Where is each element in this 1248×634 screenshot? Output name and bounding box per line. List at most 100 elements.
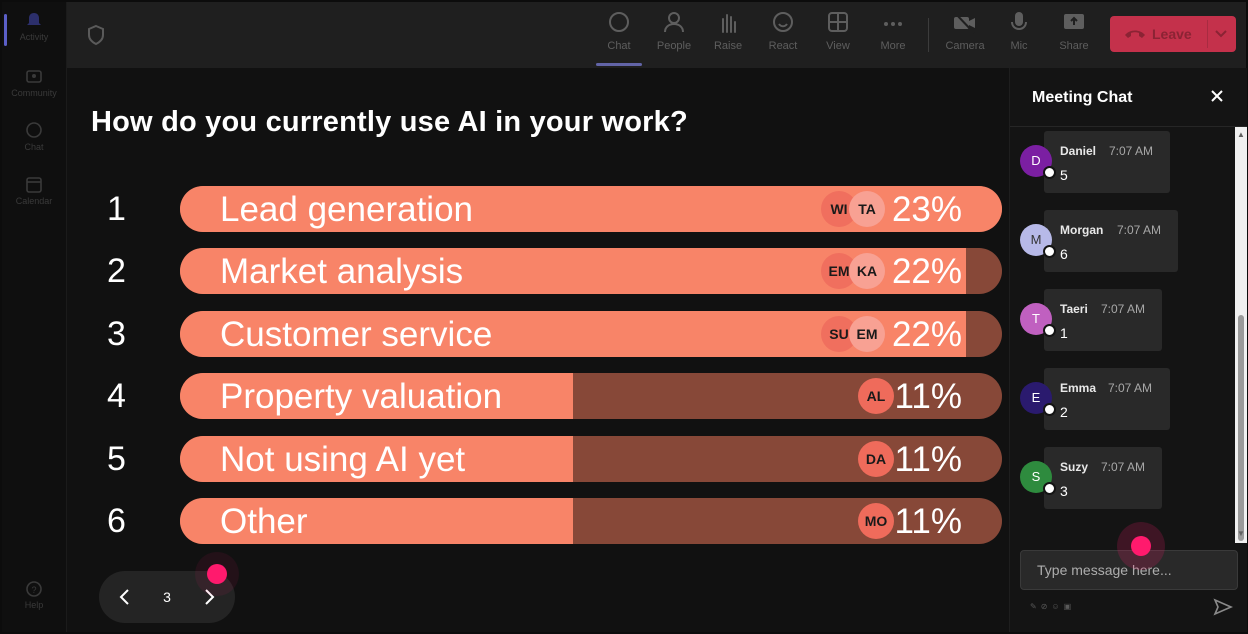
voter-avatar: WI (821, 191, 857, 227)
community-icon (26, 70, 42, 83)
option-percent: 22% (891, 252, 962, 291)
rail-label-activity: Activity (19, 32, 49, 42)
toolbar-chat-button[interactable]: Chat (594, 10, 644, 52)
emoji-icon[interactable]: ☺ (1051, 602, 1064, 611)
app-rail: Activity Community Chat Calendar ? Help (2, 2, 67, 632)
raise-hand-icon (722, 14, 736, 33)
rail-item-community[interactable]: Community (2, 68, 66, 98)
voter-avatar: KA (849, 253, 885, 289)
poll-option: 1 Lead generation WI TA 23% (67, 186, 1009, 234)
message-text: 6 (1060, 246, 1068, 262)
option-percent: 11% (894, 440, 962, 479)
option-number: 3 (107, 315, 126, 353)
leave-label: Leave (1152, 26, 1192, 42)
toolbar-people-button[interactable]: People (649, 10, 699, 52)
presence-status (1043, 245, 1056, 258)
message-sender: Daniel (1060, 144, 1097, 158)
chat-message-list[interactable]: Daniel 7:07 AM 5 D Morgan 7:07 AM 6 M Ta… (1010, 127, 1234, 543)
toolbar-view-button[interactable]: View (813, 10, 863, 52)
calendar-icon (26, 177, 42, 193)
toolbar-react-label: React (768, 40, 798, 52)
message-bubble: Emma 7:07 AM 2 (1044, 368, 1170, 430)
chat-scrollbar[interactable]: ▲ ▼ (1235, 127, 1247, 543)
voter-avatar: EM (849, 316, 885, 352)
voter-avatar: TA (849, 191, 885, 227)
pointer-indicator (207, 564, 227, 584)
chevron-right-icon[interactable] (201, 587, 217, 607)
message-input[interactable] (1020, 550, 1238, 590)
toolbar-react-button[interactable]: React (758, 10, 808, 52)
toolbar-more-label: More (880, 40, 906, 52)
rail-item-chat[interactable]: Chat (2, 122, 66, 152)
option-bar: Customer service SU EM 22% (180, 311, 1002, 357)
toolbar-chat-label: Chat (607, 40, 631, 52)
scroll-down-icon[interactable]: ▼ (1237, 529, 1245, 538)
presence-status (1043, 324, 1056, 337)
toolbar-share-label: Share (1059, 40, 1089, 52)
chat-icon (26, 122, 42, 138)
poll-option: 2 Market analysis EM KA 22% (67, 248, 1009, 296)
option-bar: Not using AI yet DA 11% (180, 436, 1002, 482)
pointer-indicator (1117, 522, 1165, 570)
option-fill (180, 373, 573, 419)
option-number: 5 (107, 440, 126, 478)
poll-question: How do you currently use AI in your work… (91, 106, 688, 138)
chat-bubble-icon (609, 12, 629, 32)
format-icon[interactable]: ✎ (1030, 602, 1041, 611)
message-bubble: Suzy 7:07 AM 3 (1044, 447, 1162, 509)
chat-active-indicator (596, 63, 642, 66)
gif-icon[interactable]: ▣ (1063, 602, 1076, 611)
grid-view-icon (828, 12, 848, 32)
rail-item-activity[interactable]: Activity (2, 12, 66, 42)
people-icon (664, 12, 684, 33)
toolbar-raise-button[interactable]: Raise (703, 10, 753, 52)
toolbar-divider (928, 18, 929, 52)
message-bubble: Morgan 7:07 AM 6 (1044, 210, 1178, 272)
toolbar-more-button[interactable]: More (868, 10, 918, 52)
microphone-icon (1011, 12, 1027, 31)
shield-icon[interactable] (87, 24, 105, 46)
rail-item-calendar[interactable]: Calendar (2, 176, 66, 206)
voter-avatar: DA (858, 441, 894, 477)
option-percent: 22% (891, 315, 962, 354)
toolbar-mic-label: Mic (1010, 40, 1028, 52)
attach-icon[interactable]: ⊘ (1040, 602, 1052, 611)
message-text: 2 (1060, 404, 1068, 420)
toolbar-camera-label: Camera (945, 40, 985, 52)
chat-panel-title: Meeting Chat (1032, 89, 1133, 106)
hang-up-icon (1125, 30, 1145, 38)
meeting-toolbar: Chat People Raise React View More Camera (67, 2, 1246, 68)
option-number: 1 (107, 190, 126, 228)
presence-status (1043, 403, 1056, 416)
camera-off-icon (954, 12, 975, 34)
message-time: 7:07 AM (1101, 302, 1146, 316)
rail-item-help[interactable]: ? Help (2, 580, 66, 610)
toolbar-mic-button[interactable]: Mic (994, 10, 1044, 52)
poll-option: 6 Other MO 11% (67, 498, 1009, 546)
chevron-down-icon[interactable] (1214, 29, 1228, 39)
message-time: 7:07 AM (1117, 223, 1162, 237)
chevron-left-icon[interactable] (117, 587, 133, 607)
close-icon[interactable] (1209, 88, 1225, 104)
rail-active-indicator (4, 14, 7, 46)
scroll-up-icon[interactable]: ▲ (1237, 130, 1245, 139)
format-toolbar: ✎⊘☺▣ (1030, 602, 1075, 611)
message-text: 3 (1060, 483, 1068, 499)
scrollbar-thumb[interactable] (1238, 315, 1244, 541)
rail-label-community: Community (11, 88, 57, 98)
toolbar-view-label: View (826, 40, 850, 52)
toolbar-share-button[interactable]: Share (1049, 10, 1099, 52)
leave-button[interactable]: Leave (1110, 16, 1236, 52)
poll-option: 5 Not using AI yet DA 11% (67, 436, 1009, 484)
smiley-icon (773, 12, 793, 32)
send-icon[interactable] (1213, 598, 1233, 616)
option-label: Not using AI yet (220, 440, 466, 479)
leave-divider (1207, 20, 1208, 48)
toolbar-people-label: People (656, 40, 692, 52)
voter-avatar: MO (858, 503, 894, 539)
option-number: 6 (107, 502, 126, 540)
option-bar: Other MO 11% (180, 498, 1002, 544)
toolbar-camera-button[interactable]: Camera (940, 10, 990, 52)
poll-option: 3 Customer service SU EM 22% (67, 311, 1009, 359)
bell-icon (27, 13, 41, 25)
